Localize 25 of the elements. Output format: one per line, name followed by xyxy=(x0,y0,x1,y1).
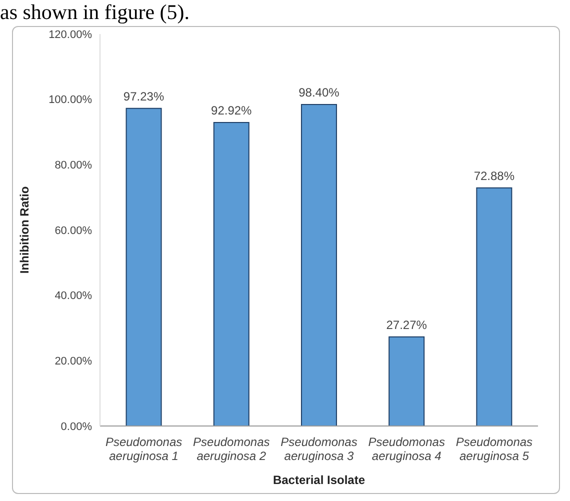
bar xyxy=(476,187,512,426)
data-label: 72.88% xyxy=(474,168,515,183)
y-tick-label: 0.00% xyxy=(60,420,92,433)
bar xyxy=(126,108,162,426)
x-tick-label: Pseudomonas aeruginosa 1 xyxy=(105,435,182,463)
x-tick-label: Pseudomonas aeruginosa 4 xyxy=(368,435,445,463)
y-tick-label: 20.00% xyxy=(54,356,92,368)
bar xyxy=(388,336,425,426)
x-tick-label: Pseudomonas aeruginosa 5 xyxy=(456,435,533,463)
x-tick-label: Pseudomonas aeruginosa 3 xyxy=(280,435,358,463)
y-tick-label: 40.00% xyxy=(54,290,92,302)
data-label: 92.92% xyxy=(211,103,252,118)
y-tick-label: 100.00% xyxy=(48,94,92,106)
x-axis-title: Bacterial Isolate xyxy=(272,473,366,487)
data-label: 97.23% xyxy=(123,89,164,104)
x-tick-label: Pseudomonas aeruginosa 2 xyxy=(193,435,270,463)
y-tick-label: 80.00% xyxy=(54,160,92,172)
bar xyxy=(300,104,337,426)
y-tick-label: 60.00% xyxy=(54,224,92,237)
bar xyxy=(213,122,250,426)
data-label: 27.27% xyxy=(386,318,428,332)
text: as shown in figure (5). xyxy=(0,0,190,24)
y-tick-label: 120.00% xyxy=(48,28,92,41)
y-axis-title: Inhibition Ratio xyxy=(17,186,32,274)
data-label: 98.40% xyxy=(298,86,340,100)
